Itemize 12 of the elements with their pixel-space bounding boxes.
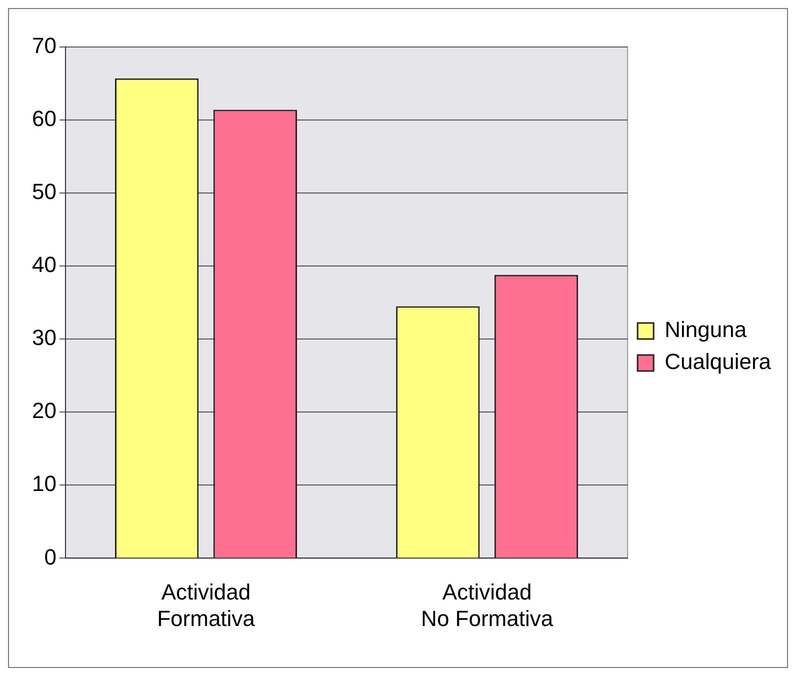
y-tick-label: 70 — [32, 33, 56, 58]
y-tick-label: 10 — [32, 471, 56, 496]
y-tick-label: 0 — [44, 544, 56, 570]
legend-label: Cualquiera — [664, 349, 772, 374]
y-tick-label: 50 — [32, 179, 56, 204]
x-tick-label: Actividad No Formativa — [421, 579, 554, 631]
y-tick-label: 60 — [32, 106, 56, 132]
y-tick-label: 30 — [32, 325, 56, 350]
y-tick-label: 20 — [32, 398, 56, 424]
x-tick-label: Actividad Formativa — [157, 579, 256, 631]
y-tick-label: 40 — [32, 252, 56, 278]
legend-label: Ninguna — [664, 317, 748, 342]
